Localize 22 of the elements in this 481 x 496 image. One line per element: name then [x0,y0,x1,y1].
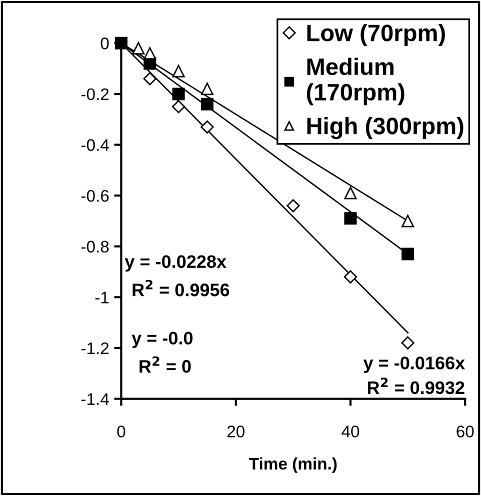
annotation: R$^{2}$ = 0 [140,356,191,373]
y-tick-label: -1.2 [81,342,109,354]
x-tick-label: 60 [456,426,474,438]
annotation: y = -0.0166x [363,356,466,373]
annotation: R$^{2}$ = 0.9932 [368,378,464,394]
annotation: y = -0.0 [132,332,193,348]
y-tick-label: -0.2 [81,88,109,100]
x-tick-label: 20 [227,426,244,438]
y-tick-label: -1.4 [81,393,109,405]
x-tick-label: 40 [342,426,360,438]
y-tick-label: -0.8 [81,240,109,253]
annotation: R$^{2}$ = 0.9956 [132,280,230,296]
legend-label: Medium (170rpm) [306,58,404,106]
legend-label: High (300rpm) [307,117,464,140]
x-axis-title: Time (min.) [249,457,337,473]
legend-label: Low (70rpm) [307,24,445,46]
y-tick-label: -0.4 [81,139,109,151]
y-tick-label: 0 [100,38,109,50]
x-tick-label: 0 [117,426,126,438]
y-tick-label: -0.6 [81,190,109,202]
annotation: y = -0.0228x [124,255,226,272]
y-tick-label: -1 [95,292,109,304]
